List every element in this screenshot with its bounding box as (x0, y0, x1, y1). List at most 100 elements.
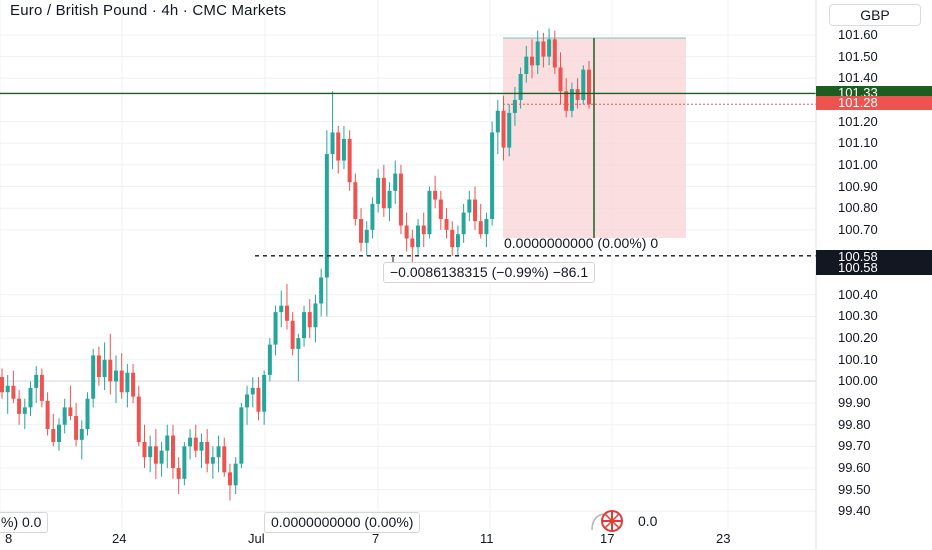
candle-body (450, 229, 455, 248)
candle-body (381, 177, 386, 209)
candle-body (467, 199, 472, 213)
candle-body (233, 463, 238, 486)
candle-body (569, 89, 574, 111)
candle-body (279, 305, 284, 313)
candle-body (473, 199, 478, 222)
candle-body (96, 355, 101, 378)
candle-body (490, 132, 495, 220)
candle-body (359, 219, 364, 243)
candle-body (387, 190, 392, 209)
price-tick: 100.70 (838, 221, 878, 237)
price-tick: 99.60 (838, 460, 871, 475)
candle-body (68, 407, 73, 417)
price-tick: 101.40 (838, 70, 878, 86)
time-tick: 7 (372, 531, 380, 546)
candle-body (113, 370, 118, 382)
candle-body (438, 199, 443, 220)
candle-body (427, 190, 432, 235)
candle-body (364, 229, 369, 243)
time-tick: 11 (480, 531, 494, 546)
candle-body (62, 407, 67, 425)
candle-body (535, 41, 540, 66)
candle-body (216, 446, 221, 458)
price-tick: 100.20 (838, 330, 878, 346)
candle-body (444, 219, 449, 230)
candle-body (39, 374, 44, 401)
candle-body (159, 450, 164, 464)
candle-body (284, 305, 289, 321)
candle-body (205, 442, 210, 464)
candle-body (575, 89, 580, 100)
candle-body (188, 437, 193, 447)
price-range-measure: −0.0086138315 (−0.99%) −86.1 (383, 262, 596, 283)
candle-body (91, 355, 96, 399)
price-tick: 100.90 (838, 178, 878, 194)
price-tick: 101.60 (838, 27, 878, 42)
candle-body (376, 177, 381, 204)
price-tick: 99.70 (838, 438, 871, 454)
price-tick: 99.40 (838, 503, 871, 519)
price-tick: 100.10 (838, 351, 878, 367)
currency-button[interactable]: GBP (829, 4, 921, 26)
candle-body (478, 221, 483, 235)
price-tick: 101.10 (838, 135, 878, 151)
price-tick: 100.30 (838, 308, 878, 324)
candle-body (319, 277, 324, 304)
candle-body (307, 312, 312, 328)
candle-body (142, 442, 147, 458)
candle-body (347, 138, 352, 183)
candle-body (28, 387, 33, 408)
candle-body (564, 91, 569, 111)
time-tick: Jul (248, 531, 265, 546)
candle-body (524, 56, 529, 74)
crosshair-flag-icon[interactable] (588, 510, 634, 532)
candle-body (148, 446, 153, 458)
price-tick: 99.50 (838, 481, 871, 497)
candle-body (34, 374, 39, 388)
candle-body (108, 359, 113, 382)
price-tag: 100.58 (816, 250, 932, 264)
candle-body (410, 238, 415, 248)
candle-body (507, 112, 512, 148)
candle-body (530, 56, 535, 66)
price-tick: 99.80 (838, 416, 871, 432)
candle-body (136, 396, 141, 443)
candle-body (330, 132, 335, 155)
bottom-measure-left: %) 0.0 (0, 512, 49, 533)
candle-body (11, 385, 16, 399)
bottom-measure-center: 0.0000000000 (0.00%) (264, 512, 421, 533)
candle-body (182, 446, 187, 479)
candle-body (153, 446, 158, 464)
candle-body (393, 173, 398, 191)
candle-body (455, 234, 460, 248)
candle-body (250, 387, 255, 395)
time-tick: 24 (112, 531, 127, 546)
candle-body (5, 385, 10, 393)
candle-body (587, 69, 591, 105)
candle-body (290, 320, 295, 349)
candle-body (512, 99, 517, 113)
candle-body (0, 377, 4, 393)
candle-body (131, 372, 136, 397)
candle-body (495, 110, 500, 133)
candle-body (558, 67, 563, 92)
candle-body (176, 468, 181, 479)
candle-body (552, 39, 557, 68)
time-tick: 23 (716, 531, 731, 546)
candle-body (484, 219, 489, 235)
candle-body (433, 190, 438, 200)
candle-body (119, 370, 124, 393)
candle-body (199, 442, 204, 451)
candle-body (370, 203, 375, 230)
candles (0, 28, 591, 501)
price-tick: 101.00 (838, 156, 878, 172)
candle-body (341, 138, 346, 161)
candle-body (56, 424, 61, 443)
candle-body (125, 372, 130, 393)
candle-body (79, 429, 84, 440)
price-tag: 101.28 (816, 96, 932, 110)
candle-body (416, 225, 421, 248)
candle-body (245, 394, 250, 408)
chart-title: Euro / British Pound · 4h · CMC Markets (10, 2, 287, 19)
